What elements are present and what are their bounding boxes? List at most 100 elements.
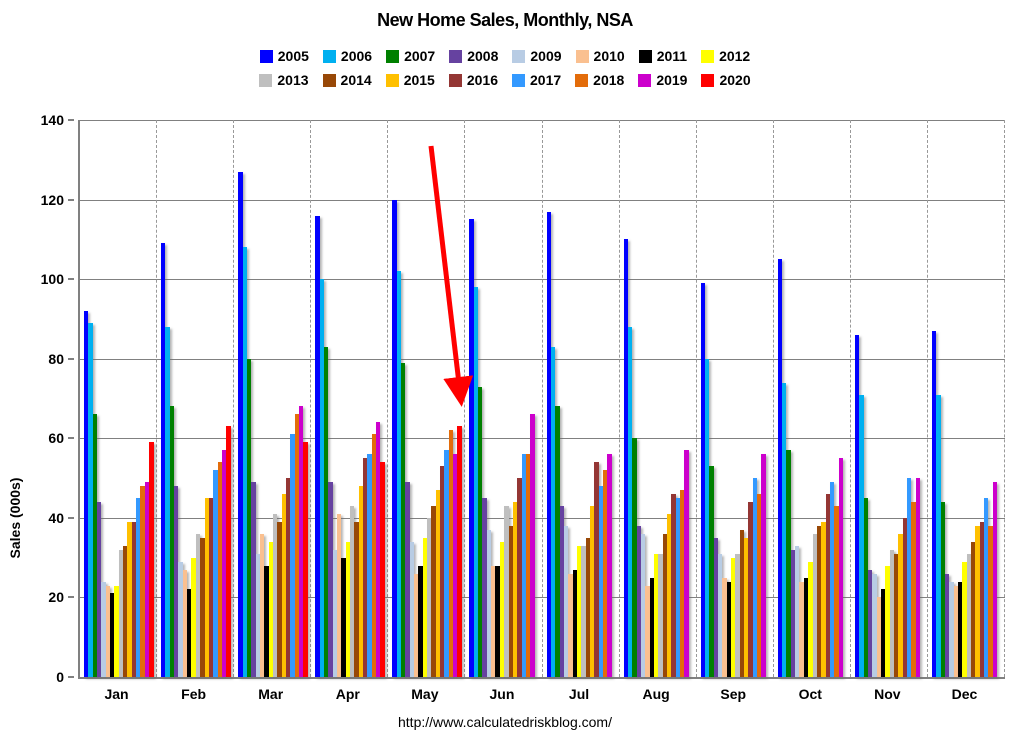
bar-2005-jan bbox=[84, 310, 89, 677]
bar-2005-feb bbox=[161, 243, 166, 677]
y-tick-label: 20 bbox=[48, 589, 64, 606]
legend-label: 2017 bbox=[530, 72, 562, 88]
legend-item: 2017 bbox=[512, 72, 561, 88]
legend-swatch-icon bbox=[638, 49, 652, 63]
bar-2008-jun bbox=[482, 497, 487, 677]
bar-2019-mar bbox=[298, 406, 304, 677]
legend-label: 2014 bbox=[340, 72, 372, 88]
bar-2009-may bbox=[409, 541, 415, 677]
bar-2019-aug bbox=[684, 450, 689, 677]
bar-groups bbox=[80, 120, 1005, 677]
bar-2010-feb bbox=[182, 569, 188, 677]
bar-group-jan bbox=[80, 120, 158, 677]
bar-2007-apr bbox=[323, 346, 329, 677]
legend-swatch-icon bbox=[701, 73, 715, 87]
bar-2006-aug bbox=[627, 326, 633, 677]
bar-2018-mar bbox=[294, 414, 299, 677]
bar-2010-nov bbox=[876, 597, 881, 677]
bar-2009-apr bbox=[332, 549, 337, 677]
bar-2006-oct bbox=[782, 382, 787, 677]
legend: 2005 2006 2007 2008 2009 2010 2011 2012 2013 2014… bbox=[0, 48, 1010, 88]
bar-2005-oct bbox=[777, 259, 783, 677]
bar-2010-jul bbox=[568, 573, 573, 677]
bar-2006-apr bbox=[319, 279, 324, 677]
bar-2018-feb bbox=[217, 462, 222, 677]
bar-2014-oct bbox=[816, 525, 822, 677]
bar-2017-jun bbox=[521, 454, 526, 677]
legend-item: 2019 bbox=[638, 72, 687, 88]
legend-item: 2020 bbox=[701, 72, 751, 88]
bar-2012-jan bbox=[114, 585, 119, 677]
bar-2009-jan bbox=[101, 581, 106, 677]
x-tick-label: Mar bbox=[258, 686, 284, 702]
legend-swatch-icon bbox=[449, 49, 463, 63]
bar-2016-apr bbox=[363, 458, 368, 677]
gridline bbox=[80, 358, 1005, 360]
gridline bbox=[80, 517, 1005, 519]
bar-2015-sep bbox=[744, 537, 749, 677]
legend-row: 2005 2006 2007 2008 2009 2010 2011 2012 bbox=[259, 48, 750, 64]
bar-2012-jun bbox=[499, 541, 505, 677]
bar-2009-oct bbox=[795, 545, 800, 677]
legend-swatch-icon bbox=[259, 73, 273, 87]
bar-2011-mar bbox=[264, 565, 269, 677]
y-tick-mark bbox=[68, 357, 74, 360]
bar-2018-nov bbox=[911, 501, 916, 677]
bar-2011-sep bbox=[726, 581, 732, 677]
bar-2014-sep bbox=[739, 529, 745, 677]
bar-2006-feb bbox=[165, 326, 170, 677]
x-tick-label: Nov bbox=[874, 686, 901, 702]
legend-label: 2006 bbox=[340, 48, 373, 64]
bar-2011-jul bbox=[572, 569, 577, 677]
legend-label: 2011 bbox=[656, 48, 688, 64]
bar-2012-nov bbox=[885, 565, 890, 677]
bar-2018-aug bbox=[680, 490, 685, 677]
bar-2015-feb bbox=[204, 497, 209, 677]
bar-2013-dec bbox=[966, 553, 971, 677]
bar-2016-oct bbox=[825, 494, 830, 677]
bar-2019-jan bbox=[144, 482, 150, 677]
bar-2013-jul bbox=[581, 545, 586, 677]
y-tick-mark bbox=[68, 516, 74, 519]
bar-2019-jun bbox=[530, 414, 535, 677]
bar-2007-feb bbox=[169, 406, 175, 677]
legend-item: 2007 bbox=[386, 48, 435, 64]
bar-2019-sep bbox=[761, 454, 766, 677]
bar-2017-oct bbox=[829, 482, 835, 677]
legend-item: 2014 bbox=[322, 72, 372, 88]
bar-2011-oct bbox=[803, 577, 809, 677]
bar-2014-mar bbox=[277, 521, 282, 677]
bar-2017-apr bbox=[367, 454, 372, 677]
legend-swatch-icon bbox=[322, 73, 336, 87]
x-tick-label: Sep bbox=[720, 686, 747, 702]
legend-label: 2019 bbox=[656, 72, 688, 88]
bar-2012-dec bbox=[962, 561, 967, 677]
legend-item: 2012 bbox=[701, 48, 750, 64]
legend-swatch-icon bbox=[638, 73, 652, 87]
legend-label: 2015 bbox=[403, 72, 435, 88]
bar-2011-jan bbox=[110, 593, 115, 677]
bar-2015-aug bbox=[667, 513, 672, 677]
bar-2011-dec bbox=[957, 581, 963, 677]
bar-2016-may bbox=[440, 466, 445, 677]
legend-label: 2018 bbox=[593, 72, 625, 88]
legend-label: 2010 bbox=[593, 48, 625, 64]
bar-2020-apr bbox=[380, 462, 385, 677]
legend-swatch-icon bbox=[259, 49, 273, 63]
bar-2015-may bbox=[435, 490, 441, 677]
bar-2005-nov bbox=[854, 334, 860, 677]
bar-2012-aug bbox=[653, 553, 659, 677]
bar-2013-nov bbox=[889, 549, 894, 677]
bar-2007-jan bbox=[92, 414, 98, 677]
bar-2017-mar bbox=[290, 434, 295, 677]
legend-swatch-icon bbox=[701, 49, 715, 63]
bar-2009-jul bbox=[563, 525, 569, 677]
bar-2014-dec bbox=[971, 541, 976, 677]
bar-2018-may bbox=[448, 430, 454, 677]
bar-2011-nov bbox=[880, 589, 886, 677]
bar-2019-nov bbox=[915, 478, 920, 677]
y-tick-label: 100 bbox=[40, 271, 64, 288]
bar-2016-nov bbox=[902, 517, 907, 677]
bar-2005-sep bbox=[700, 283, 705, 677]
bar-2012-jul bbox=[576, 545, 582, 677]
